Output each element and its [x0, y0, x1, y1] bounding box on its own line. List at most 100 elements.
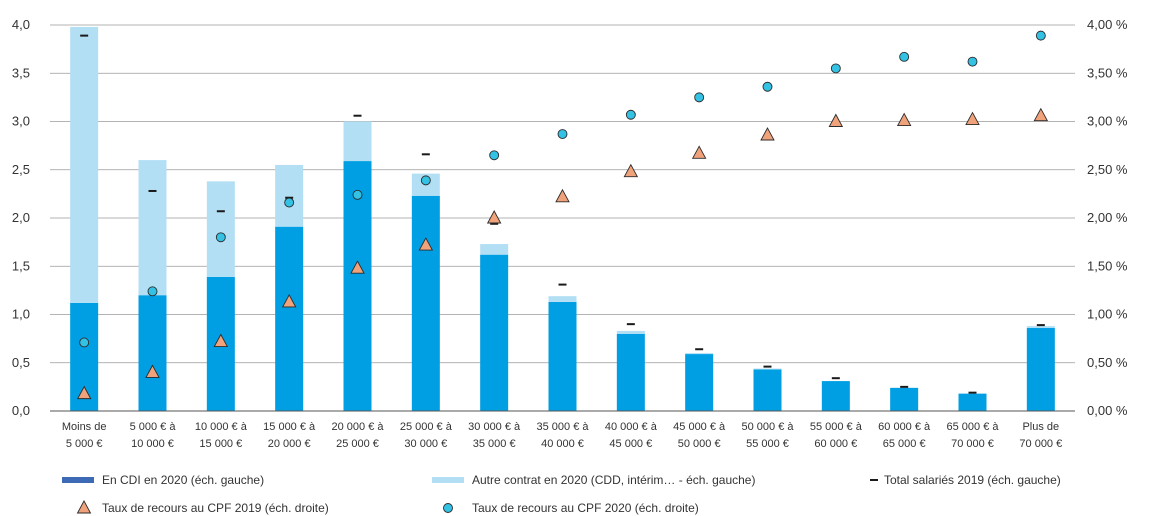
cpf-2020-circle: [284, 197, 295, 208]
cpf-2020-circle: [830, 63, 841, 74]
legend-swatch-cdi: [62, 477, 94, 483]
bar-cdi: [616, 333, 645, 411]
cpf-2019-triangle: [418, 237, 434, 251]
bar-cdi: [1026, 328, 1055, 411]
cpf-2020-circle: [625, 109, 636, 120]
bar-autre-contrat: [275, 164, 304, 227]
cpf-2019-triangle: [350, 260, 365, 274]
cpf-2020-circle: [899, 51, 910, 62]
bar-autre-contrat: [548, 296, 577, 302]
x-category-label: 5 000 €: [66, 438, 103, 450]
y-right-tick-label: 3,00 %: [1087, 114, 1128, 129]
cpf-2019-triangle: [555, 188, 570, 203]
y-left-tick-label: 3,0: [12, 114, 30, 129]
bar-autre-contrat: [685, 353, 714, 355]
cpf-2020-circle: [762, 81, 773, 92]
y-left-tick-label: 1,5: [12, 258, 30, 273]
y-left-tick-label: 1,0: [12, 307, 30, 322]
y-left-tick-label: 2,5: [12, 162, 30, 177]
bar-autre-contrat: [753, 368, 782, 370]
cpf-2019-triangle: [965, 111, 980, 126]
cpf-2019-triangle: [486, 210, 502, 224]
cpf-2020-circle: [352, 189, 363, 200]
x-category-label: 30 000 €: [404, 438, 447, 450]
x-axis-categories: Moins de 5 000 € 5 000 € à 10 000 € 10 000 €…: [62, 421, 1062, 450]
bar-cdi: [343, 161, 372, 411]
bar-cdi: [480, 254, 509, 411]
bar-cdi: [548, 301, 577, 411]
cpf-2019-triangle: [760, 127, 775, 141]
y-right-tick-label: 2,00 %: [1087, 210, 1128, 225]
bar-cdi: [753, 369, 782, 411]
bars-layer: [70, 26, 1055, 411]
bar-autre-contrat: [616, 330, 645, 334]
cpf-2020-circle: [147, 286, 158, 297]
legend-label-cpf-2020: Taux de recours au CPF 2020 (éch. droite…: [472, 501, 699, 515]
x-category-label: 35 000 €: [473, 438, 516, 450]
y-left-tick-label: 2,0: [12, 210, 30, 225]
cpf-2020-circle: [694, 92, 705, 103]
bar-cdi: [958, 393, 987, 411]
x-category-label: 55 000 €: [746, 438, 789, 450]
y-left-tick-label: 4,0: [12, 17, 30, 32]
y-right-tick-label: 4,00 %: [1087, 17, 1128, 32]
bar-autre-contrat: [70, 26, 99, 303]
x-category-label: 50 000 € à: [742, 421, 795, 433]
x-category-label: 15 000 € à: [263, 421, 316, 433]
bar-autre-contrat: [343, 121, 372, 162]
x-category-label: 70 000 €: [951, 438, 994, 450]
x-category-label: 15 000 €: [199, 438, 242, 450]
right-axis-ticks: 0,00 % 0,50 % 1,00 % 1,50 % 2,00 % 2,50 % 3,00…: [1087, 17, 1128, 418]
cpf-2020-circle: [967, 56, 978, 67]
y-right-tick-label: 1,50 %: [1087, 258, 1128, 273]
x-category-label: 20 000 €: [268, 438, 311, 450]
x-category-label: 30 000 € à: [468, 421, 521, 433]
bar-cdi: [138, 295, 167, 411]
legend-label-autre-contrat: Autre contrat en 2020 (CDD, intérim… - é…: [472, 473, 755, 487]
x-category-label: 10 000 € à: [195, 421, 248, 433]
x-category-label: Plus de: [1022, 421, 1059, 433]
legend-swatch-cpf-2019: [76, 500, 92, 514]
cpf-2020-circle: [1035, 30, 1046, 41]
legend: En CDI en 2020 (éch. gauche) Autre contra…: [62, 473, 1061, 515]
y-right-tick-label: 0,50 %: [1087, 355, 1128, 370]
y-left-tick-label: 0,5: [12, 355, 30, 370]
bar-cdi: [411, 195, 440, 411]
cpf-2019-triangle: [691, 145, 707, 159]
legend-swatch-autre-contrat: [432, 477, 464, 483]
y-right-tick-label: 2,50 %: [1087, 162, 1128, 177]
legend-label-total-2019: Total salariés 2019 (éch. gauche): [884, 473, 1061, 487]
left-axis-ticks: 0,0 0,5 1,0 1,5 2,0 2,5 3,0 3,5 4,0: [12, 17, 30, 418]
cpf-2019-triangle: [213, 333, 229, 347]
bar-autre-contrat: [206, 181, 235, 277]
x-category-label: 60 000 € à: [878, 421, 931, 433]
x-category-label: 55 000 € à: [810, 421, 863, 433]
x-category-label: 45 000 €: [609, 438, 652, 450]
y-right-tick-label: 3,50 %: [1087, 65, 1128, 80]
y-right-tick-label: 1,00 %: [1087, 307, 1128, 322]
y-left-tick-label: 3,5: [12, 65, 30, 80]
x-category-label: 10 000 €: [131, 438, 174, 450]
x-category-label: Moins de: [62, 421, 107, 433]
x-category-label: 25 000 €: [336, 438, 379, 450]
bar-autre-contrat: [138, 160, 167, 296]
cpf-2020-circle: [489, 150, 500, 161]
bar-autre-contrat: [480, 244, 509, 255]
bar-autre-contrat: [1026, 326, 1055, 329]
total-2019-markers: [80, 34, 1045, 394]
x-category-label: 35 000 € à: [537, 421, 590, 433]
bar-cdi: [685, 354, 714, 411]
cpf-2020-circle: [557, 129, 568, 139]
cpf-2020-circle: [420, 175, 431, 186]
x-category-label: 20 000 € à: [332, 421, 385, 433]
cpf-2019-triangle: [76, 385, 92, 400]
cpf-2020-circle: [79, 337, 90, 348]
cpf-2019-markers: [76, 107, 1049, 400]
x-category-label: 40 000 € à: [605, 421, 658, 433]
x-category-label: 60 000 €: [814, 438, 857, 450]
legend-swatch-cpf-2020: [443, 503, 453, 513]
cpf-2019-triangle: [828, 113, 844, 127]
legend-label-cdi: En CDI en 2020 (éch. gauche): [102, 473, 264, 487]
x-category-label: 50 000 €: [678, 438, 721, 450]
